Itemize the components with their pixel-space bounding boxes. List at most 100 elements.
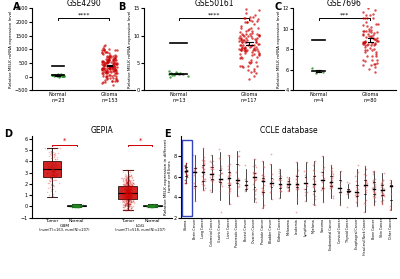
Point	[127, 190, 133, 194]
Point	[74, 204, 81, 208]
Point	[386, 207, 393, 211]
Point	[124, 184, 130, 189]
Point	[319, 154, 326, 158]
Point	[108, 65, 115, 69]
Point	[251, 174, 258, 179]
Point	[126, 174, 132, 179]
Point	[52, 177, 58, 182]
Point	[125, 190, 132, 194]
Point	[74, 203, 81, 208]
Point	[127, 198, 134, 203]
Point	[116, 197, 123, 201]
Point	[123, 190, 130, 195]
Point	[126, 192, 132, 197]
Point	[113, 73, 120, 78]
Point	[364, 43, 370, 47]
Point	[148, 204, 154, 208]
Point	[128, 185, 134, 189]
Point	[191, 173, 197, 177]
Point	[50, 166, 57, 170]
Point	[107, 65, 113, 69]
Point	[122, 194, 129, 199]
Point	[130, 181, 136, 185]
Point	[73, 202, 80, 206]
Point	[75, 204, 81, 209]
Point	[112, 60, 119, 64]
Text: LGG: LGG	[136, 224, 145, 228]
Point	[353, 183, 360, 188]
Point	[43, 147, 50, 151]
Point	[121, 190, 127, 194]
Point	[192, 166, 199, 170]
Point	[190, 181, 197, 185]
Point	[184, 168, 190, 173]
Point	[126, 195, 133, 199]
Point	[260, 188, 266, 193]
Point	[201, 162, 207, 167]
Point	[320, 187, 326, 191]
Point	[328, 183, 335, 188]
Point	[260, 171, 267, 175]
Point	[345, 189, 351, 194]
Point	[249, 36, 255, 40]
Point	[74, 203, 81, 208]
Point	[124, 188, 130, 193]
Point	[70, 204, 77, 208]
Point	[118, 183, 124, 188]
Point	[128, 184, 134, 189]
Point	[251, 172, 257, 176]
Point	[226, 191, 232, 196]
Point	[292, 177, 299, 181]
Point	[72, 205, 78, 209]
Point	[359, 22, 366, 27]
Point	[346, 181, 352, 185]
Point	[120, 195, 127, 199]
Point	[74, 205, 81, 209]
Point	[192, 170, 198, 175]
Point	[124, 181, 130, 186]
Point	[200, 184, 206, 188]
Point	[102, 80, 108, 85]
Point	[103, 60, 110, 64]
Point	[292, 187, 299, 191]
Point	[369, 41, 375, 45]
Point	[101, 64, 107, 68]
Point	[149, 203, 156, 208]
Point	[124, 189, 130, 193]
PathPatch shape	[43, 161, 62, 177]
Point	[49, 159, 55, 164]
Point	[71, 204, 78, 208]
Point	[148, 205, 154, 209]
Point	[372, 193, 378, 198]
Point	[360, 33, 367, 37]
Point	[123, 182, 130, 187]
Point	[126, 187, 132, 191]
Point	[227, 183, 233, 187]
Point	[126, 205, 132, 209]
Point	[258, 172, 265, 177]
Point	[44, 160, 50, 164]
Point	[128, 188, 134, 193]
Point	[378, 187, 384, 192]
Point	[372, 64, 378, 69]
Point	[151, 204, 157, 208]
Point	[311, 190, 318, 194]
Point	[104, 76, 110, 80]
Point	[370, 185, 376, 190]
Point	[387, 208, 394, 213]
Point	[101, 60, 107, 64]
Point	[148, 204, 155, 209]
Point	[285, 180, 292, 185]
Point	[276, 178, 282, 183]
Point	[123, 187, 130, 192]
Point	[70, 204, 76, 208]
Point	[260, 177, 266, 181]
Point	[149, 204, 155, 208]
Point	[106, 56, 112, 60]
Point	[124, 180, 130, 184]
Point	[72, 205, 78, 209]
Point	[247, 45, 254, 49]
Point	[124, 191, 131, 196]
Point	[106, 58, 113, 63]
Point	[131, 201, 138, 205]
